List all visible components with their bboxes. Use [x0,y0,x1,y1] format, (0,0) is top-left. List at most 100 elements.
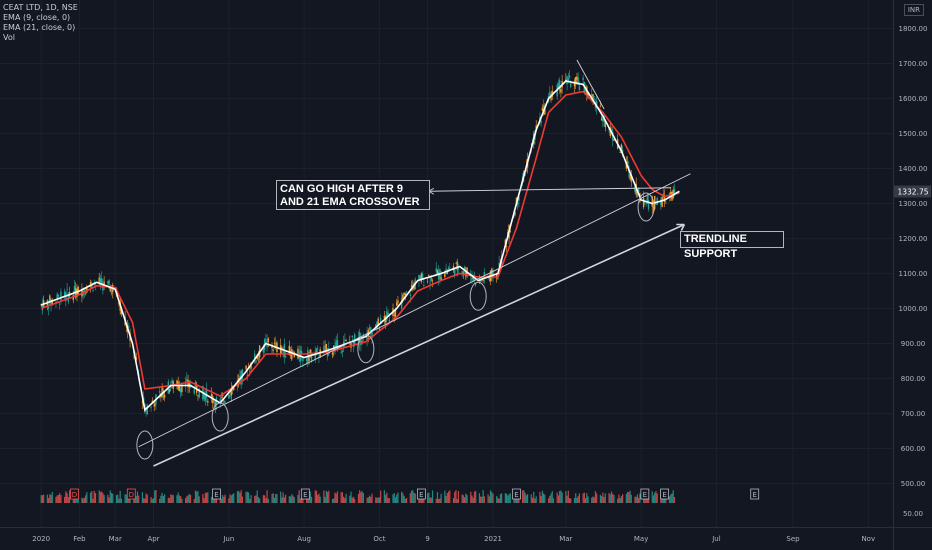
volume-bar [603,497,605,503]
time-tick-label: Oct [373,535,385,543]
candle-body [344,339,346,341]
volume-bar [298,490,300,503]
time-tick-label: Sep [786,535,800,543]
volume-bar [577,495,579,503]
price-tick-label: 1500.00 [899,130,928,138]
last-price-label: 1332.75 [897,188,928,197]
volume-bar [601,496,603,503]
volume-bar [401,491,403,503]
price-tick-label: 500.00 [901,480,926,488]
volume-bar [341,492,343,503]
candle-body [665,202,667,204]
volume-legend[interactable]: Vol [3,33,15,42]
volume-bar [205,492,208,503]
price-tick-label: 1200.00 [899,235,928,243]
candle-body [394,309,397,317]
volume-bar [170,494,172,503]
candle-body [51,300,53,305]
candle-body [504,239,507,244]
volume-bar [586,493,588,503]
volume-bar [523,490,525,503]
volume-bar [394,497,397,503]
volume-bar [50,494,52,503]
volume-bar [397,492,399,503]
candle-body [220,396,223,399]
volume-bar [366,497,368,503]
price-axis[interactable]: 1800.00 1700.00 1600.00 1500.00 1400.00 1300.… [893,0,932,550]
volume-bar [333,498,335,503]
candle-body [449,267,451,269]
trendline [153,223,685,467]
volume-bar [47,497,50,503]
ema9-legend[interactable]: EMA (9, close, 0) [3,13,71,22]
candle-body [210,394,213,397]
volume-bar [354,498,356,503]
volume-bar [141,492,144,503]
candle-body [462,272,465,274]
volume-bar [68,490,71,503]
volume-bar [119,490,121,503]
volume-bar [625,493,627,503]
candle-body [461,271,463,275]
candle-body [198,388,200,398]
volume-bar [189,494,192,503]
volume-bar [578,493,581,503]
volume-bar [575,493,577,503]
highlight-circle [637,192,655,222]
volume-bar [377,497,379,503]
event-marker [300,488,310,500]
volume-bar [613,494,615,503]
crossover-annotation[interactable]: CAN GO HIGH AFTER 9 AND 21 EMA CROSSOVER [276,180,430,210]
candle-body [309,349,311,354]
volume-bar [560,490,562,503]
candle-body [197,395,199,396]
candle-body [599,105,602,107]
candle-body [107,281,109,284]
time-axis[interactable]: 2020 Feb Mar Apr Jun Aug Oct 9 2021 Mar May Jul Sep N… [0,527,932,544]
volume-bar [82,498,84,503]
time-tick-label: 9 [425,535,429,543]
candle-body [491,268,493,277]
volume-bar [531,497,534,503]
candle-body [644,203,646,205]
volume-bar [266,490,268,503]
candle-body [420,273,423,282]
volume-bar [302,496,304,503]
volume-bar [445,495,447,503]
trendline-annotation[interactable]: TRENDLINE SUPPORT [680,231,784,260]
volume-bar [549,495,551,503]
volume-bar [360,492,362,503]
volume-bar [466,495,468,503]
candle-body [120,309,123,315]
time-tick-label: Mar [559,535,572,543]
currency-label[interactable]: INR [903,4,924,16]
volume-bar [326,492,329,503]
time-tick-label: Feb [73,535,86,543]
candle-body [558,80,561,92]
volume-bar [257,497,260,503]
candle-body [161,387,163,397]
candle-body [437,271,440,280]
symbol-title[interactable]: CEAT LTD, 1D, NSE [3,3,78,12]
highlight-circle [211,402,229,432]
highlight-circle [469,281,487,311]
candle-body [620,144,623,151]
volume-bar [220,498,223,503]
candle-body [426,281,429,282]
volume-bar [496,495,498,503]
volume-bar [315,490,318,503]
volume-bar [162,496,164,503]
volume-bar [196,491,198,503]
volume-bar [591,497,593,503]
ema21-legend[interactable]: EMA (21, close, 0) [3,23,76,32]
candle-body [368,327,371,330]
candle-body [646,196,649,204]
volume-bar [431,490,434,503]
volume-bar [630,494,632,503]
event-marker-label: E [303,491,307,499]
candle-body [383,315,386,319]
candle-body [471,277,473,281]
volume-bar [262,495,264,503]
